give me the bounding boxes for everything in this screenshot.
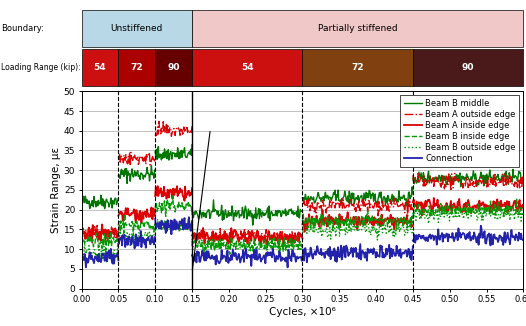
Bar [192, 49, 302, 86]
Text: Boundary:: Boundary: [1, 24, 44, 33]
X-axis label: Cycles, ×10⁶: Cycles, ×10⁶ [269, 306, 336, 317]
Text: 90: 90 [167, 63, 180, 72]
Bar [155, 49, 192, 86]
Y-axis label: Strain Range, με: Strain Range, με [51, 147, 61, 233]
Text: 54: 54 [241, 63, 254, 72]
Bar [82, 49, 118, 86]
Text: Unstiffened: Unstiffened [110, 24, 163, 33]
Text: 54: 54 [94, 63, 106, 72]
Text: Loading Range (kip):: Loading Range (kip): [1, 63, 80, 72]
Text: 72: 72 [130, 63, 143, 72]
Legend: Beam B middle, Beam A outside edge, Beam A inside edge, Beam B inside edge, Beam: Beam B middle, Beam A outside edge, Beam… [400, 96, 519, 167]
Bar [82, 10, 192, 47]
Text: Partially stiffened: Partially stiffened [318, 24, 398, 33]
Bar [192, 10, 523, 47]
Bar [413, 49, 523, 86]
Bar [118, 49, 155, 86]
Text: 72: 72 [351, 63, 364, 72]
Bar [302, 49, 413, 86]
Text: 90: 90 [462, 63, 474, 72]
